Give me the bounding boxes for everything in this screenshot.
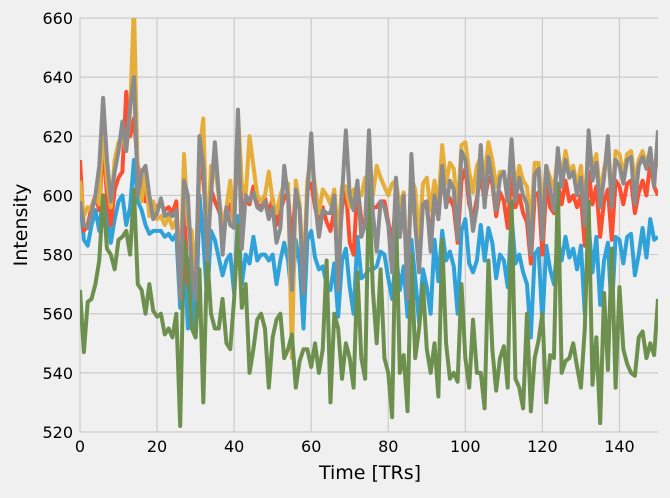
x-tick-label: 60 [301,437,321,456]
y-axis-label: Intensity [10,184,32,267]
series-group [80,18,658,429]
y-tick-label: 560 [42,305,73,324]
x-tick-label: 80 [378,437,398,456]
x-tick-label: 40 [224,437,244,456]
series-line-4 [80,178,658,429]
y-tick-label: 640 [42,68,73,87]
x-tick-label: 0 [75,437,85,456]
y-tick-label: 620 [42,127,73,146]
y-tick-label: 580 [42,246,73,265]
y-tick-label: 520 [42,423,73,442]
series-line-5 [80,75,658,301]
x-tick-label: 100 [450,437,481,456]
x-tick-label: 140 [604,437,635,456]
x-axis-label: Time [TRs] [318,462,421,484]
x-tick-label: 120 [527,437,558,456]
tick-labels: 0 20 40 60 80 100 120 140 520 540 560 580 600 620 640 6… [42,9,634,456]
y-tick-label: 540 [42,364,73,383]
y-tick-label: 660 [42,9,73,28]
x-tick-label: 20 [147,437,167,456]
y-tick-label: 600 [42,186,73,205]
